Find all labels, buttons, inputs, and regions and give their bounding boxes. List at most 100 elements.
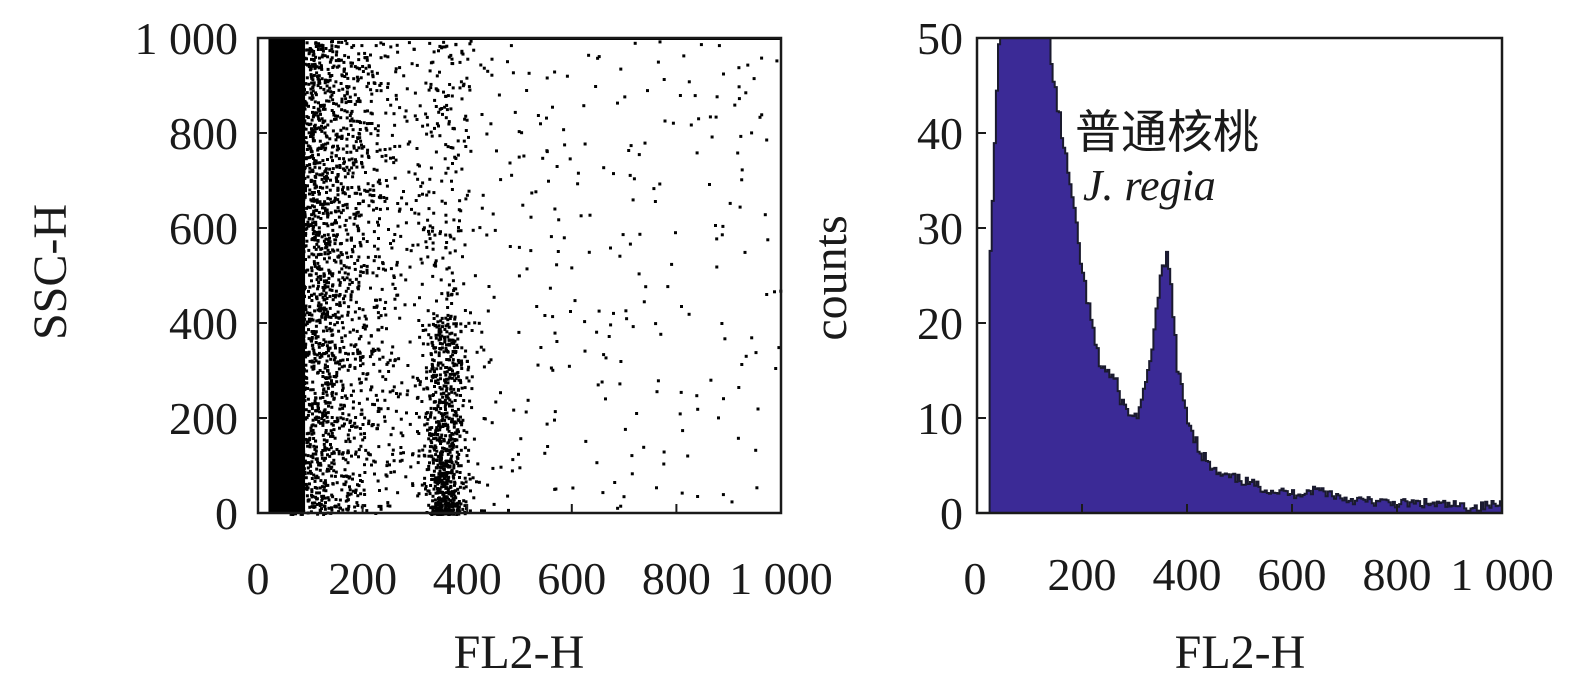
scatter-point (320, 494, 324, 498)
scatter-point (293, 363, 297, 366)
scatter-point (375, 71, 379, 75)
scatter-point (332, 249, 336, 253)
scatter-point (424, 240, 428, 244)
scatter-point (695, 151, 699, 155)
scatter-point (328, 240, 332, 244)
scatter-point (446, 293, 450, 297)
scatter-point (293, 86, 297, 90)
scatter-point (390, 133, 394, 137)
scatter-point (443, 405, 447, 409)
scatter-point (467, 189, 471, 193)
scatter-point (297, 334, 301, 338)
scatter-point (353, 421, 357, 425)
scatter-point (737, 386, 741, 389)
scatter-point (443, 338, 447, 342)
scatter-point (292, 53, 296, 57)
scatter-point (386, 82, 390, 86)
scatter-point (298, 195, 302, 199)
scatter-point (432, 191, 436, 195)
scatter-point (305, 432, 309, 436)
scatter-point (443, 336, 446, 340)
scatter-point (298, 218, 302, 222)
scatter-point (452, 508, 456, 512)
scatter-point (443, 502, 447, 506)
scatter-point (292, 192, 296, 196)
scatter-point (321, 375, 325, 378)
scatter-point (431, 364, 434, 368)
scatter-point (455, 343, 459, 347)
scatter-point (319, 202, 323, 206)
scatter-point (452, 512, 456, 516)
scatter-point (336, 174, 340, 178)
scatter-point (314, 396, 318, 400)
scatter-point (348, 421, 352, 425)
scatter-point (358, 351, 362, 355)
scatter-point (434, 480, 438, 484)
scatter-point (551, 315, 555, 319)
scatter-point (310, 150, 314, 154)
scatter-point (609, 323, 613, 327)
scatter-point (342, 264, 346, 268)
scatter-point (439, 456, 443, 460)
scatter-point (294, 264, 298, 268)
scatter-point (455, 393, 459, 397)
scatter-point (336, 173, 340, 176)
y-tick-label: 200 (169, 393, 238, 444)
scatter-point (313, 165, 317, 169)
scatter-point (464, 480, 468, 484)
scatter-point (301, 92, 305, 96)
scatter-point (304, 304, 308, 308)
scatter-point (296, 258, 300, 262)
scatter-point (736, 436, 740, 440)
scatter-point (302, 450, 306, 454)
scatter-point (351, 128, 355, 132)
scatter-point (370, 463, 373, 467)
scatter-point (609, 246, 612, 250)
scatter-point (378, 489, 381, 492)
scatter-point (317, 281, 321, 284)
scatter-point (418, 335, 422, 339)
scatter-point (349, 111, 353, 115)
scatter-point (439, 278, 443, 282)
scatter-point (455, 438, 459, 442)
scatter-point (328, 321, 332, 325)
scatter-point (350, 281, 354, 284)
scatter-point (319, 44, 323, 48)
scatter-point (305, 141, 309, 145)
scatter-point (309, 426, 313, 430)
scatter-point (427, 232, 431, 236)
scatter-point (356, 504, 360, 507)
scatter-point (333, 117, 336, 121)
scatter-point (440, 497, 444, 501)
scatter-point (303, 92, 307, 96)
scatter-point (324, 390, 328, 394)
scatter-point (347, 352, 350, 356)
scatter-point (334, 219, 337, 223)
scatter-point (416, 243, 420, 247)
scatter-point (325, 281, 329, 285)
scatter-point (353, 216, 357, 220)
scatter-point (456, 388, 460, 392)
scatter-point (321, 396, 325, 399)
scatter-point (333, 436, 337, 440)
scatter-point (357, 280, 361, 284)
scatter-point (318, 293, 322, 297)
scatter-point (441, 422, 445, 426)
scatter-point (352, 400, 355, 404)
scatter-point (327, 404, 330, 408)
scatter-point (448, 372, 452, 376)
scatter-point (535, 305, 539, 308)
scatter-point (312, 199, 316, 203)
scatter-point (294, 219, 298, 223)
scatter-point (302, 115, 306, 119)
scatter-point (635, 412, 639, 415)
scatter-point (335, 50, 339, 54)
scatter-point (359, 192, 362, 196)
scatter-point (311, 221, 315, 225)
scatter-point (433, 416, 437, 420)
scatter-point (396, 491, 400, 495)
scatter-point (467, 135, 470, 139)
scatter-point (298, 428, 302, 432)
scatter-point (348, 485, 351, 489)
scatter-point (348, 216, 352, 220)
